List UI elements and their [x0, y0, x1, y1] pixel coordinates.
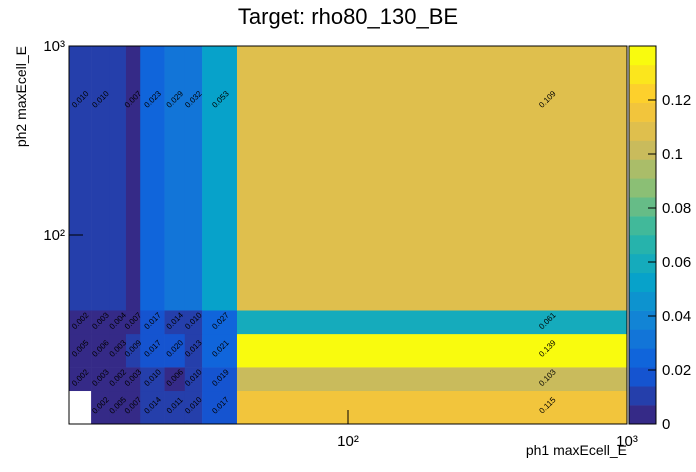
heatmap-cell — [184, 390, 203, 425]
y-tick-label: 10³ — [43, 38, 65, 55]
heatmap-cell — [91, 333, 111, 368]
x-tick-label: 10² — [337, 433, 359, 450]
heatmap-cell — [236, 390, 628, 425]
heatmap-cell — [236, 333, 628, 368]
palette-band — [629, 64, 656, 85]
heatmap-cell — [164, 390, 186, 425]
palette-band — [629, 121, 656, 141]
heatmap-cell — [125, 46, 141, 311]
heatmap-cell — [140, 367, 165, 392]
heatmap-cell — [109, 333, 127, 368]
heatmap-cell — [202, 310, 238, 335]
x-axis-label: ph1 maxEcell_E — [526, 442, 627, 458]
x-tick-label: 10³ — [616, 433, 638, 450]
heatmap-cell — [125, 333, 141, 368]
heatmap-cell — [91, 310, 111, 335]
palette-band — [629, 253, 656, 274]
z-tick-label: 0 — [662, 416, 670, 433]
heatmap-cell — [91, 390, 111, 425]
heatmap-cell — [184, 333, 203, 368]
heatmap-cell — [91, 367, 111, 392]
heatmap-cell — [140, 310, 165, 335]
heatmap-cell — [109, 367, 127, 392]
heatmap-cell — [202, 46, 238, 311]
palette-band — [629, 46, 656, 66]
palette-frame — [628, 45, 657, 425]
heatmap-cell — [184, 310, 203, 335]
heatmap-cell — [184, 367, 203, 392]
heatmap-cell — [109, 390, 127, 425]
heatmap-cell — [236, 310, 628, 335]
heatmap-cell — [69, 46, 92, 311]
heatmap-cell — [91, 46, 111, 311]
heatmap-cell — [236, 46, 628, 311]
y-axis-label: ph2 maxEcell_E — [13, 46, 29, 147]
palette-band — [629, 272, 656, 292]
z-tick-label: 0.04 — [662, 308, 691, 325]
heatmap-cell — [140, 46, 165, 311]
z-tick-label: 0.1 — [662, 146, 683, 163]
heatmap-cell — [164, 333, 186, 368]
heatmap-cell — [125, 390, 141, 425]
heatmap-cell — [202, 333, 238, 368]
heatmap-cell — [202, 367, 238, 392]
palette-band — [629, 159, 656, 179]
palette-band — [629, 197, 656, 217]
chart-title: Target: rho80_130_BE — [238, 4, 458, 29]
heatmap-cell — [184, 46, 203, 311]
heatmap-cell — [69, 310, 92, 335]
heatmap-cell — [164, 310, 186, 335]
palette-band — [629, 405, 656, 425]
palette-band — [629, 291, 656, 311]
heatmap-cell — [164, 367, 186, 392]
palette-band — [629, 310, 656, 330]
heatmap-cell — [69, 367, 92, 392]
heatmap-cell — [140, 333, 165, 368]
heatmap-cell — [236, 367, 628, 392]
heatmap-cell — [164, 46, 186, 311]
palette-band — [629, 83, 656, 103]
heatmap-cell — [109, 310, 127, 335]
z-tick-label: 0.06 — [662, 254, 691, 271]
palette-band — [629, 386, 656, 406]
heatmap-cell — [125, 310, 141, 335]
palette-band — [629, 329, 656, 349]
z-tick-label: 0.08 — [662, 200, 691, 217]
palette-band — [629, 348, 656, 368]
heatmap-cell — [140, 390, 165, 425]
palette-band — [629, 102, 656, 122]
palette-band — [629, 140, 656, 160]
palette-band — [629, 367, 656, 387]
heatmap-cell — [202, 390, 238, 425]
palette-band — [629, 235, 656, 255]
heatmap-cell — [125, 367, 141, 392]
z-tick-label: 0.02 — [662, 362, 691, 379]
heatmap-cell — [109, 46, 127, 311]
y-tick-label: 10² — [43, 227, 65, 244]
heatmap-cell — [69, 333, 92, 368]
palette-band — [629, 216, 656, 236]
palette-band — [629, 178, 656, 198]
z-tick-label: 0.12 — [662, 92, 691, 109]
